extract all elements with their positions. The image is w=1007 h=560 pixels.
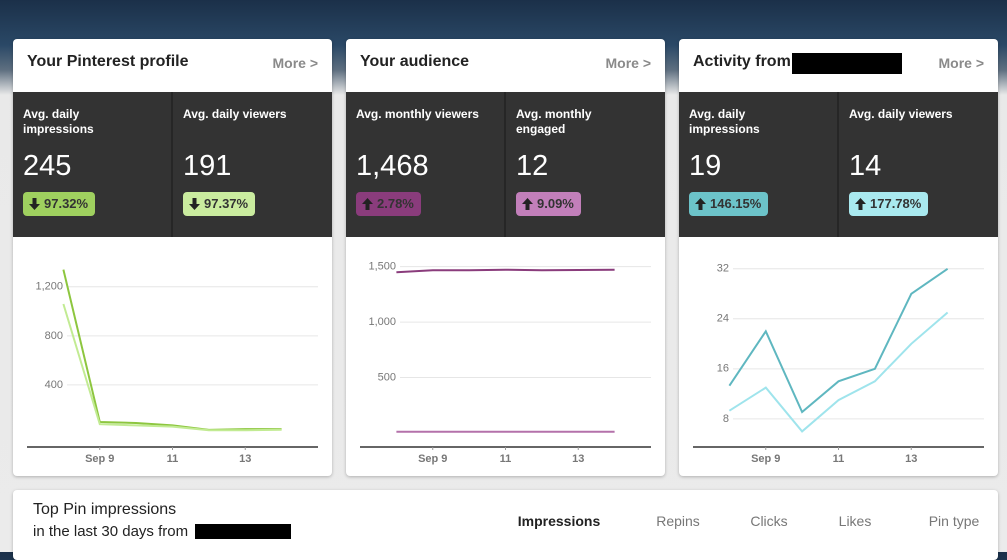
tab[interactable]: Clicks: [750, 513, 788, 529]
y-tick-label: 24: [717, 313, 729, 325]
series-line: [728, 311, 949, 433]
y-tick-label: 1,000: [368, 316, 396, 328]
x-tick-label: 13: [572, 453, 584, 465]
x-tick-label: Sep 9: [418, 453, 447, 465]
tab[interactable]: Repins: [656, 513, 700, 529]
x-tick-label: 11: [500, 453, 512, 465]
stats-panel: Avg. daily impressions 19 146.15% Avg. dail…: [679, 92, 998, 237]
top-pins-card: Top Pin impressions in the last 30 days f…: [13, 490, 998, 560]
arrow-icon: [522, 198, 533, 210]
stat-label: Avg. daily impressions: [689, 107, 760, 136]
y-tick-label: 1,500: [368, 261, 396, 273]
more-link[interactable]: More >: [605, 55, 651, 71]
y-tick-label: 16: [717, 363, 729, 375]
arrow-icon: [362, 198, 373, 210]
card: Your audience More > Avg. monthly viewers 1…: [346, 39, 665, 476]
line-chart: 8 16 24 32 Sep 9 11 13: [693, 263, 984, 465]
card: Your Pinterest profile More > Avg. daily i…: [13, 39, 332, 476]
section-title: Top Pin impressions: [33, 501, 177, 518]
line-chart: 400 800 1,200 Sep 9 11 13: [27, 269, 318, 465]
stat-label: Avg. daily viewers: [183, 107, 287, 121]
stat: Avg. monthly engaged 12 9.09%: [504, 92, 663, 237]
y-tick-label: 500: [378, 371, 396, 383]
more-link[interactable]: More >: [272, 55, 318, 71]
card-title: Your audience: [360, 53, 470, 70]
stat: Avg. daily viewers 14 177.78%: [837, 92, 996, 237]
arrow: [855, 198, 866, 210]
y-tick-label: 1,200: [35, 281, 63, 293]
card-header: Your audience More >: [346, 39, 665, 92]
arrow-icon: [695, 198, 706, 210]
change-text: 2.78%: [377, 196, 414, 211]
stat-label: Avg. daily impressions: [23, 107, 94, 136]
y-tick-label: 32: [717, 263, 729, 275]
chart-area: 500 1,000 1,500 Sep 9 11 13: [346, 237, 665, 476]
stats-panel: Avg. monthly viewers 1,468 2.78% Avg. month…: [346, 92, 665, 237]
chart-area: 400 800 1,200 Sep 9 11 13: [13, 237, 332, 476]
change-text: 177.78%: [870, 196, 922, 211]
x-tick-label: 13: [905, 453, 917, 465]
card-header: Your Pinterest profile More >: [13, 39, 332, 92]
change-text: 97.37%: [204, 196, 249, 211]
change-badge: 177.78%: [849, 192, 929, 216]
card-title: Activity from: [693, 53, 791, 70]
stat-value: 1,468: [356, 150, 429, 182]
card-header: Activity from More >: [679, 39, 998, 92]
stat: Avg. daily impressions 245 97.32%: [13, 92, 170, 237]
arrow-icon: [855, 198, 866, 210]
series-line: [62, 303, 282, 432]
stat-value: 19: [689, 150, 722, 182]
line-chart: 500 1,000 1,500 Sep 9 11 13: [360, 261, 651, 465]
y-tick-label: 8: [723, 413, 729, 425]
stat: Avg. daily impressions 19 146.15%: [679, 92, 836, 237]
stat: Avg. daily viewers 191 97.37%: [171, 92, 330, 237]
stat-value: 14: [849, 150, 882, 182]
arrow-icon: [189, 198, 200, 210]
stats-panel: Avg. daily impressions 245 97.32% Avg. dail…: [13, 92, 332, 237]
change-badge: 97.32%: [23, 192, 96, 216]
change-text: 146.15%: [710, 196, 762, 211]
stat-label: Avg. monthly viewers: [356, 107, 479, 121]
x-tick-label: 11: [833, 453, 845, 465]
stat-label: Avg. daily viewers: [849, 107, 953, 121]
series-line: [62, 269, 282, 431]
y-tick-label: 400: [45, 379, 63, 391]
stat-value: 12: [516, 150, 549, 182]
stat-value: 245: [23, 150, 72, 182]
change-badge: 9.09%: [516, 192, 581, 216]
series-line: [396, 268, 615, 274]
x-tick-label: 11: [167, 453, 179, 465]
arrow-icon: [29, 198, 40, 210]
stat-label: Avg. monthly engaged: [516, 107, 592, 136]
arrow: [695, 198, 706, 210]
tab[interactable]: Pin type: [928, 513, 980, 529]
change-badge: 2.78%: [356, 192, 421, 216]
series-line: [728, 267, 949, 414]
x-tick-label: Sep 9: [751, 453, 780, 465]
change-text: 97.32%: [44, 196, 89, 211]
change-badge: 146.15%: [689, 192, 769, 216]
chart-area: 8 16 24 32 Sep 9 11 13: [679, 237, 998, 476]
card: Activity from More > Avg. daily impression…: [679, 39, 998, 476]
arrow: [189, 198, 200, 210]
x-tick-label: 13: [239, 453, 251, 465]
stat: Avg. monthly viewers 1,468 2.78%: [346, 92, 503, 237]
change-text: 9.09%: [537, 196, 574, 211]
redacted-box: [195, 524, 291, 539]
more-link[interactable]: More >: [938, 55, 984, 71]
arrow: [522, 198, 533, 210]
x-tick-label: Sep 9: [85, 453, 114, 465]
y-tick-label: 800: [45, 330, 63, 342]
redacted-box: [792, 53, 902, 74]
change-badge: 97.37%: [183, 192, 256, 216]
tab[interactable]: Likes: [838, 513, 872, 529]
card-title: Your Pinterest profile: [27, 53, 189, 70]
stat-value: 191: [183, 150, 232, 182]
arrow: [362, 198, 373, 210]
section-subtitle: in the last 30 days from: [33, 523, 189, 540]
arrow: [29, 198, 40, 210]
tab[interactable]: Impressions: [517, 513, 601, 529]
